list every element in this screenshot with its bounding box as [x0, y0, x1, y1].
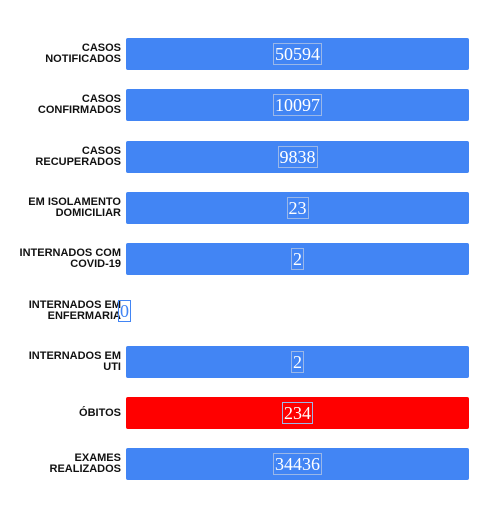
- value: 234: [282, 402, 313, 425]
- value: 23: [286, 196, 309, 219]
- value: 34436: [273, 453, 322, 476]
- value-box: 34436: [126, 448, 469, 480]
- value: 9838: [277, 145, 318, 168]
- value: 2: [291, 248, 304, 271]
- value-box: 9838: [126, 141, 469, 173]
- value-box: 2: [126, 243, 469, 275]
- row-label: INTERNADOS EM UTI: [28, 349, 121, 373]
- value-box: 0: [118, 295, 131, 327]
- row-label: CASOS RECUPERADOS: [35, 144, 121, 168]
- row-label: EM ISOLAMENTO DOMICILIAR: [28, 195, 121, 219]
- row-label: CASOS NOTIFICADOS: [45, 42, 121, 65]
- row-label: EXAMES REALIZADOS: [49, 452, 122, 476]
- value-box: 2: [126, 346, 469, 378]
- value-box: 10097: [126, 89, 469, 121]
- value: 0: [118, 299, 131, 322]
- value: 2: [291, 350, 304, 373]
- row-label: CASOS CONFIRMADOS: [37, 93, 121, 117]
- row-label: INTERNADOS COM COVID-19: [19, 247, 121, 271]
- value-box: 234: [126, 397, 469, 429]
- value: 50594: [273, 43, 322, 65]
- value-box: 23: [126, 192, 469, 224]
- row-label: INTERNADOS EM ENFERMARIA: [28, 298, 121, 322]
- value-box: 50594: [126, 38, 469, 70]
- value: 10097: [273, 94, 322, 117]
- row-label: ÓBITOS: [79, 406, 121, 419]
